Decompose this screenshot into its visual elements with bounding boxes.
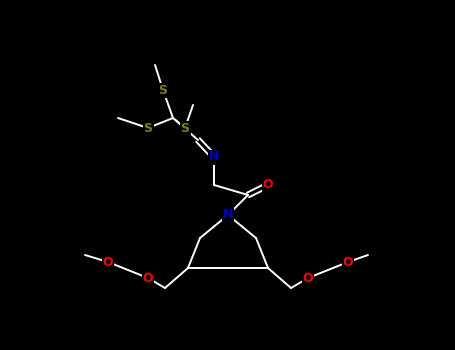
Text: O: O bbox=[143, 272, 153, 285]
Text: N: N bbox=[209, 150, 219, 163]
Text: O: O bbox=[263, 178, 273, 191]
Text: O: O bbox=[343, 256, 354, 268]
Text: S: S bbox=[181, 121, 189, 134]
Text: O: O bbox=[303, 272, 313, 285]
Text: S: S bbox=[158, 84, 167, 97]
Text: N: N bbox=[223, 209, 233, 222]
Text: O: O bbox=[103, 256, 113, 268]
Text: S: S bbox=[143, 121, 152, 134]
